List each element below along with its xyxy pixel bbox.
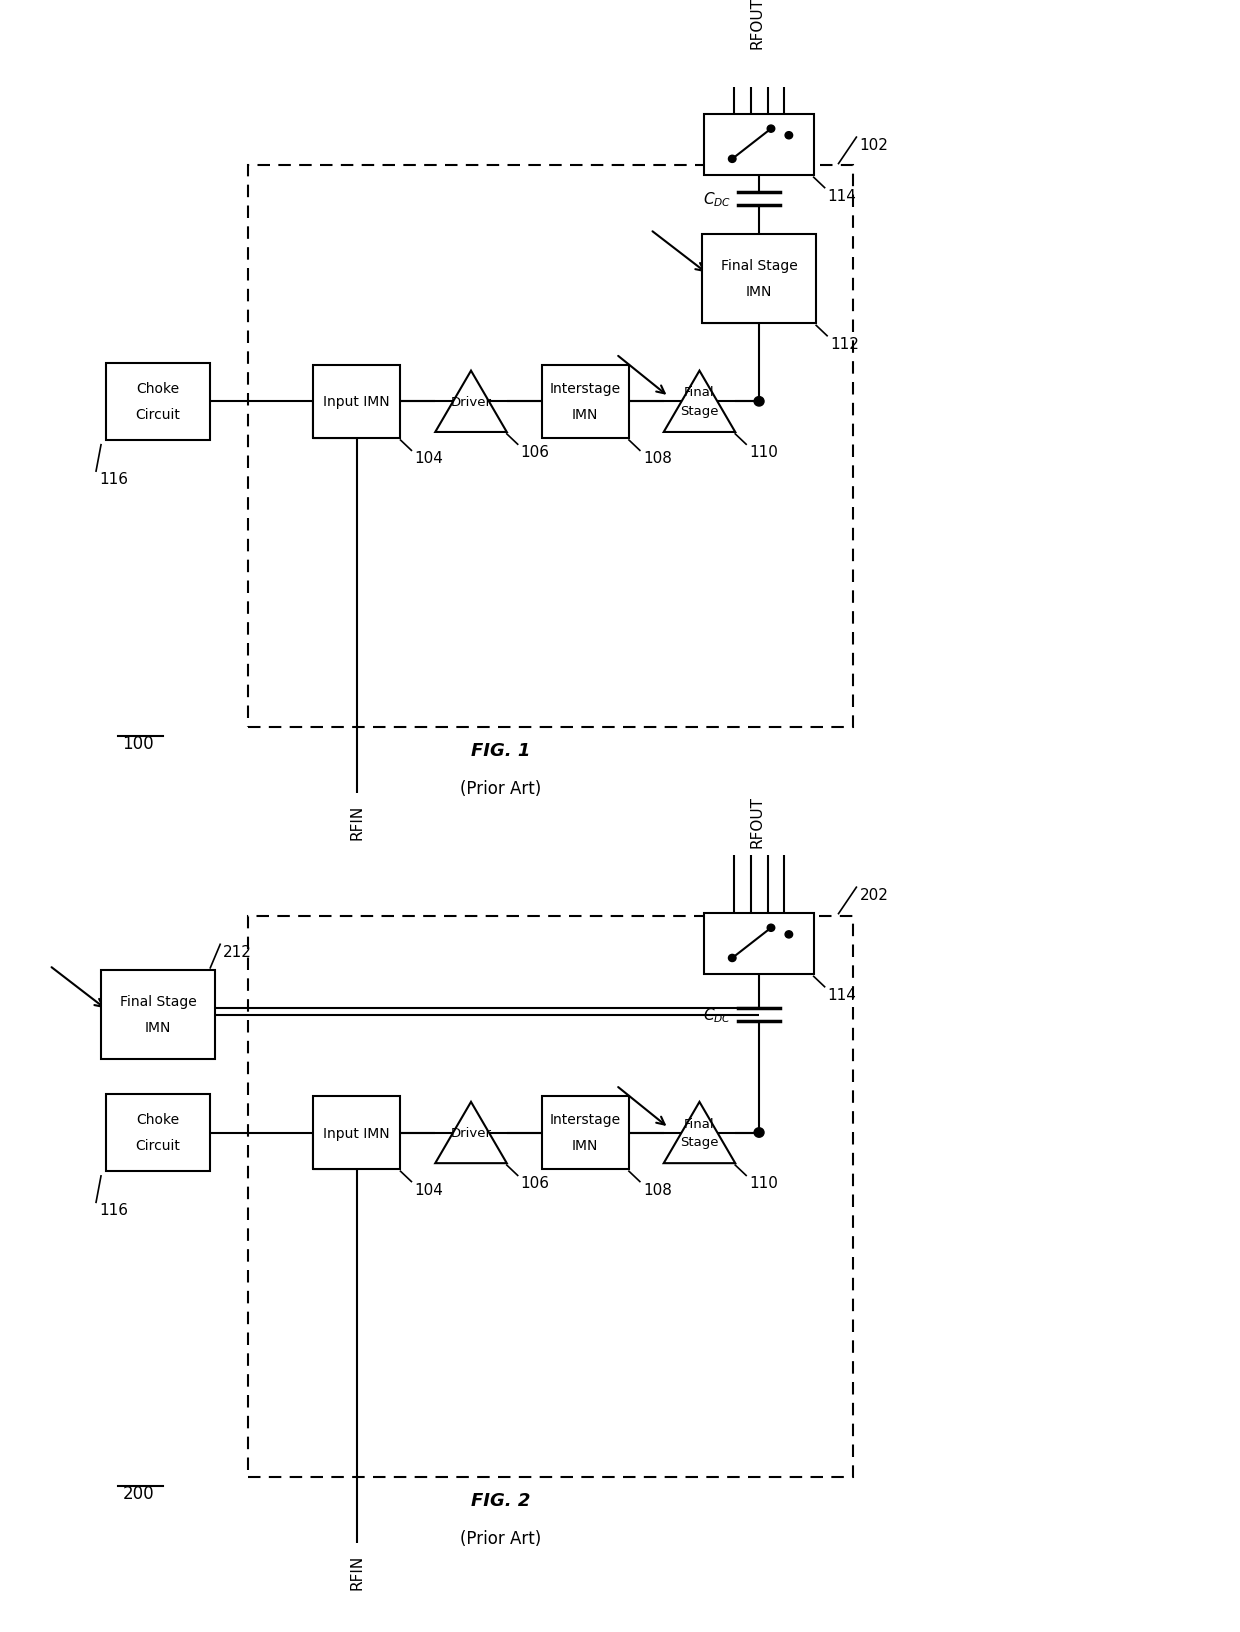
Text: 114: 114	[827, 188, 857, 204]
Circle shape	[728, 955, 737, 961]
Bar	[100, 969, 216, 1059]
Text: 212: 212	[223, 945, 252, 960]
Circle shape	[728, 157, 737, 163]
Text: Input IMN: Input IMN	[324, 395, 391, 410]
Text: IMN: IMN	[746, 284, 773, 299]
Text: 106: 106	[521, 1175, 549, 1191]
Bar	[542, 366, 629, 439]
Text: Interstage: Interstage	[549, 382, 621, 397]
Bar	[312, 366, 401, 439]
Bar	[312, 1097, 401, 1170]
Text: IMN: IMN	[572, 1138, 599, 1152]
Text: (Prior Art): (Prior Art)	[460, 1529, 542, 1547]
Text: $C_{DC}$: $C_{DC}$	[703, 1005, 732, 1025]
Bar	[105, 1093, 211, 1172]
Bar	[704, 914, 813, 974]
Text: IMN: IMN	[572, 408, 599, 421]
Text: 110: 110	[749, 446, 777, 460]
Text: Input IMN: Input IMN	[324, 1126, 391, 1139]
Circle shape	[768, 126, 775, 134]
Polygon shape	[663, 1102, 735, 1164]
Bar	[105, 364, 211, 441]
Text: FIG. 1: FIG. 1	[471, 741, 531, 759]
Text: FIG. 2: FIG. 2	[471, 1492, 531, 1510]
Bar	[248, 916, 853, 1477]
Bar	[702, 235, 816, 325]
Text: Choke: Choke	[136, 1113, 180, 1126]
Text: Final: Final	[684, 387, 714, 400]
Text: RFIN: RFIN	[350, 805, 365, 840]
Bar	[704, 114, 813, 176]
Text: RFIN: RFIN	[350, 1554, 365, 1590]
Text: 108: 108	[642, 450, 672, 467]
Circle shape	[768, 925, 775, 932]
Text: 202: 202	[859, 888, 888, 902]
Text: Circuit: Circuit	[135, 1138, 181, 1152]
Text: $C_{DC}$: $C_{DC}$	[703, 189, 732, 209]
Text: 116: 116	[99, 1203, 128, 1217]
Text: RFOUT: RFOUT	[749, 0, 765, 49]
Polygon shape	[435, 372, 507, 432]
Circle shape	[785, 132, 792, 140]
Text: RFOUT: RFOUT	[749, 796, 765, 847]
Text: Choke: Choke	[136, 382, 180, 397]
Text: Circuit: Circuit	[135, 408, 181, 421]
Text: 108: 108	[642, 1182, 672, 1196]
Text: 200: 200	[123, 1485, 154, 1503]
Text: 114: 114	[827, 987, 857, 1002]
Bar	[248, 166, 853, 728]
Text: 104: 104	[414, 1182, 443, 1196]
Text: 110: 110	[749, 1175, 777, 1191]
Text: Final Stage: Final Stage	[120, 996, 196, 1009]
Circle shape	[785, 932, 792, 938]
Text: Final: Final	[684, 1116, 714, 1129]
Text: IMN: IMN	[145, 1020, 171, 1035]
Polygon shape	[435, 1102, 507, 1164]
Text: 104: 104	[414, 450, 443, 467]
Text: Interstage: Interstage	[549, 1113, 621, 1126]
Text: Driver: Driver	[450, 1126, 491, 1139]
Text: Driver: Driver	[450, 395, 491, 408]
Text: 106: 106	[521, 446, 549, 460]
Polygon shape	[663, 372, 735, 432]
Text: 116: 116	[99, 472, 128, 486]
Circle shape	[754, 1128, 764, 1138]
Text: 100: 100	[123, 734, 154, 752]
Text: 112: 112	[830, 336, 859, 351]
Text: (Prior Art): (Prior Art)	[460, 778, 542, 796]
Bar	[542, 1097, 629, 1170]
Text: Final Stage: Final Stage	[720, 259, 797, 273]
Circle shape	[754, 397, 764, 406]
Text: 102: 102	[859, 139, 888, 153]
Text: Stage: Stage	[681, 405, 719, 418]
Text: Stage: Stage	[681, 1136, 719, 1149]
